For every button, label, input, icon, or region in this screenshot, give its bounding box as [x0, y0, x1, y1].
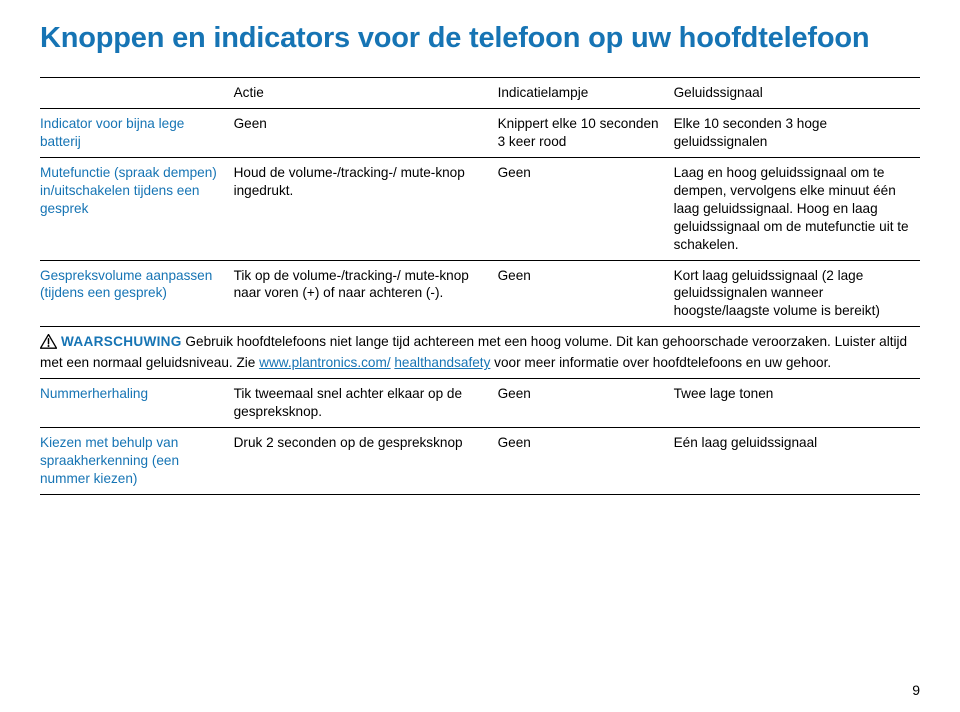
col-header-sound: Geluidssignaal [674, 78, 920, 109]
row-head: Nummerherhaling [40, 379, 234, 428]
cell-lamp: Geen [498, 260, 674, 327]
page: Knoppen en indicators voor de telefoon o… [0, 0, 960, 495]
cell-sound: Elke 10 seconden 3 hoge geluidssignalen [674, 108, 920, 157]
row-head: Mutefunctie (spraak dempen) in/uitschake… [40, 157, 234, 260]
table-header-row: Actie Indicatielampje Geluidssignaal [40, 78, 920, 109]
col-header-empty [40, 78, 234, 109]
warning-icon [40, 334, 57, 354]
warning-label: WAARSCHUWING [61, 334, 182, 349]
page-title: Knoppen en indicators voor de telefoon o… [40, 22, 920, 55]
page-number: 9 [912, 682, 920, 698]
table-row: Kiezen met behulp van spraakherkenning (… [40, 428, 920, 495]
cell-action: Houd de volume-/tracking-/ mute-knop ing… [234, 157, 498, 260]
cell-sound: Laag en hoog geluidssignaal om te dempen… [674, 157, 920, 260]
cell-sound: Twee lage tonen [674, 379, 920, 428]
table-row: Mutefunctie (spraak dempen) in/uitschake… [40, 157, 920, 260]
actions-table: Actie Indicatielampje Geluidssignaal Ind… [40, 77, 920, 495]
warning-link-1[interactable]: www.plantronics.com/ [259, 355, 390, 370]
cell-sound: Kort laag geluidssignaal (2 lage geluids… [674, 260, 920, 327]
warning-link-2[interactable]: healthandsafety [394, 355, 490, 370]
warning-cell: WAARSCHUWING Gebruik hoofdtelefoons niet… [40, 327, 920, 379]
cell-sound: Eén laag geluidssignaal [674, 428, 920, 495]
cell-action: Tik tweemaal snel achter elkaar op de ge… [234, 379, 498, 428]
cell-lamp: Knippert elke 10 seconden 3 keer rood [498, 108, 674, 157]
table-row: Gespreksvolume aanpassen (tijdens een ge… [40, 260, 920, 327]
cell-action: Druk 2 seconden op de gespreksknop [234, 428, 498, 495]
table-row: Nummerherhaling Tik tweemaal snel achter… [40, 379, 920, 428]
row-head: Gespreksvolume aanpassen (tijdens een ge… [40, 260, 234, 327]
table-row: Indicator voor bijna lege batterij Geen … [40, 108, 920, 157]
row-head: Indicator voor bijna lege batterij [40, 108, 234, 157]
col-header-lamp: Indicatielampje [498, 78, 674, 109]
warning-text-2: voor meer informatie over hoofdtelefoons… [490, 355, 831, 370]
warning-row: WAARSCHUWING Gebruik hoofdtelefoons niet… [40, 327, 920, 379]
cell-action: Tik op de volume-/tracking-/ mute-knop n… [234, 260, 498, 327]
col-header-action: Actie [234, 78, 498, 109]
row-head: Kiezen met behulp van spraakherkenning (… [40, 428, 234, 495]
cell-lamp: Geen [498, 379, 674, 428]
cell-action: Geen [234, 108, 498, 157]
cell-lamp: Geen [498, 428, 674, 495]
cell-lamp: Geen [498, 157, 674, 260]
